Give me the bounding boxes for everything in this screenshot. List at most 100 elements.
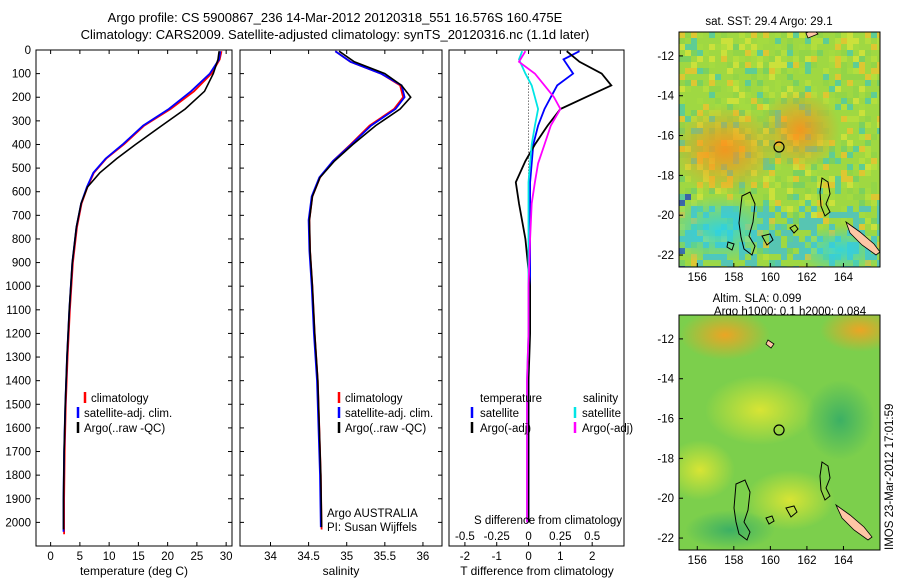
sst-pixel xyxy=(763,38,769,44)
sst-pixel xyxy=(805,56,811,62)
sst-pixel xyxy=(817,32,823,38)
legend-sal-argo: Argo(-adj) xyxy=(582,423,633,435)
sst-pixel xyxy=(793,80,799,86)
y-tick-label: -20 xyxy=(657,210,674,222)
sla-low-patch xyxy=(685,510,775,550)
sst-pixel xyxy=(727,80,733,86)
land-island xyxy=(835,503,873,541)
sst-pixel xyxy=(697,80,703,86)
sst-pixel xyxy=(787,176,793,182)
x-tick-label: 162 xyxy=(797,555,816,567)
sst-pixel xyxy=(709,74,715,80)
sst-pixel xyxy=(847,74,853,80)
temperature-legend: climatology satellite-adj. clim. Argo(..… xyxy=(76,392,172,435)
sst-pixel xyxy=(745,50,751,56)
sst-pixel xyxy=(769,68,775,74)
figure-title-line2: Climatology: CARS2009. Satellite-adjuste… xyxy=(81,27,590,42)
sst-pixel xyxy=(829,86,835,92)
land-island xyxy=(805,32,819,39)
sst-pixel xyxy=(781,62,787,68)
y-tick-label: 600 xyxy=(12,187,31,199)
legend-temperature-title: temperature xyxy=(480,393,542,405)
y-tick-label: -18 xyxy=(657,170,674,182)
sst-pixel xyxy=(769,98,775,104)
sst-pixel xyxy=(763,182,769,188)
sst-pixel xyxy=(865,146,871,152)
x-tick-label: 35.5 xyxy=(374,551,396,563)
y-tick-label: -22 xyxy=(657,250,674,262)
sla-high-patch xyxy=(820,315,880,352)
series-line-argo-raw-qc xyxy=(62,51,220,530)
sst-pixel xyxy=(865,206,871,212)
sst-pixel xyxy=(811,56,817,62)
sst-pixel xyxy=(817,50,823,56)
sst-pixel xyxy=(787,218,793,224)
sst-pixel xyxy=(841,92,847,98)
sst-pixel xyxy=(697,68,703,74)
sst-pixel xyxy=(763,200,769,206)
sst-pixel xyxy=(859,206,865,212)
sst-pixel xyxy=(799,176,805,182)
sst-pixel xyxy=(775,32,781,38)
sst-pixel xyxy=(841,74,847,80)
sst-pixel xyxy=(775,182,781,188)
sst-pixel xyxy=(691,260,697,266)
sst-pixel xyxy=(793,218,799,224)
sst-pixel xyxy=(769,260,775,266)
sst-pixel xyxy=(859,146,865,152)
sst-pixel xyxy=(805,170,811,176)
sst-pixel xyxy=(727,86,733,92)
sst-pixel xyxy=(799,182,805,188)
sst-pixel xyxy=(871,68,877,74)
sst-pixel xyxy=(787,230,793,236)
sst-pixel xyxy=(775,236,781,242)
sst-pixel xyxy=(853,218,859,224)
x-tick-label: 162 xyxy=(797,272,816,284)
sst-pixel xyxy=(679,74,685,80)
sst-pixel xyxy=(781,248,787,254)
sst-pixel xyxy=(871,182,877,188)
sst-pixel xyxy=(871,134,877,140)
sst-pixel xyxy=(877,206,880,212)
sst-pixel xyxy=(859,188,865,194)
sst-pixel xyxy=(817,224,823,230)
sst-pixel xyxy=(853,164,859,170)
sst-pixel xyxy=(787,86,793,92)
sst-pixel xyxy=(679,176,685,182)
sst-pixel xyxy=(751,56,757,62)
sst-pixel xyxy=(835,38,841,44)
difference-xlabel: T difference from climatology xyxy=(460,564,614,578)
sst-pixel xyxy=(763,68,769,74)
sst-pixel xyxy=(811,218,817,224)
y-tick-label: -14 xyxy=(657,374,674,386)
y-tick-label: 1900 xyxy=(5,494,31,506)
sst-pixel xyxy=(745,44,751,50)
sst-pixel xyxy=(865,38,871,44)
coastline xyxy=(765,505,798,525)
legend-sal-satellite: satellite xyxy=(582,408,621,420)
sst-pixel xyxy=(703,50,709,56)
sst-pixel xyxy=(835,56,841,62)
sst-pixel xyxy=(847,80,853,86)
x-tick-label: -2 xyxy=(460,551,470,563)
sst-pixel xyxy=(799,218,805,224)
salinity-panel: 34 34.5 35 35.5 36 salinity climatology sate… xyxy=(239,49,443,578)
sst-pixel xyxy=(751,260,757,266)
sst-pixel xyxy=(877,80,880,86)
sst-pixel xyxy=(877,68,880,74)
argo-australia-label: Argo AUSTRALIA xyxy=(327,508,418,520)
sst-pixel xyxy=(679,44,685,50)
sst-pixel xyxy=(781,50,787,56)
y-tick-label: 700 xyxy=(12,210,31,222)
sst-pixel xyxy=(865,116,871,122)
sst-pixel xyxy=(775,38,781,44)
sst-pixel xyxy=(859,218,865,224)
sst-pixel xyxy=(679,194,685,200)
sst-pixel xyxy=(775,176,781,182)
sst-pixel xyxy=(829,152,835,158)
sst-pixel xyxy=(721,98,727,104)
sst-pixel xyxy=(877,218,880,224)
coastline xyxy=(726,224,799,251)
legend-climatology: climatology xyxy=(345,393,403,405)
sst-pixel xyxy=(811,194,817,200)
